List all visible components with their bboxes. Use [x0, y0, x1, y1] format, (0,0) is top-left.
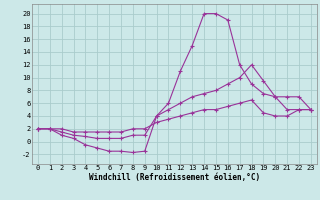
X-axis label: Windchill (Refroidissement éolien,°C): Windchill (Refroidissement éolien,°C) — [89, 173, 260, 182]
